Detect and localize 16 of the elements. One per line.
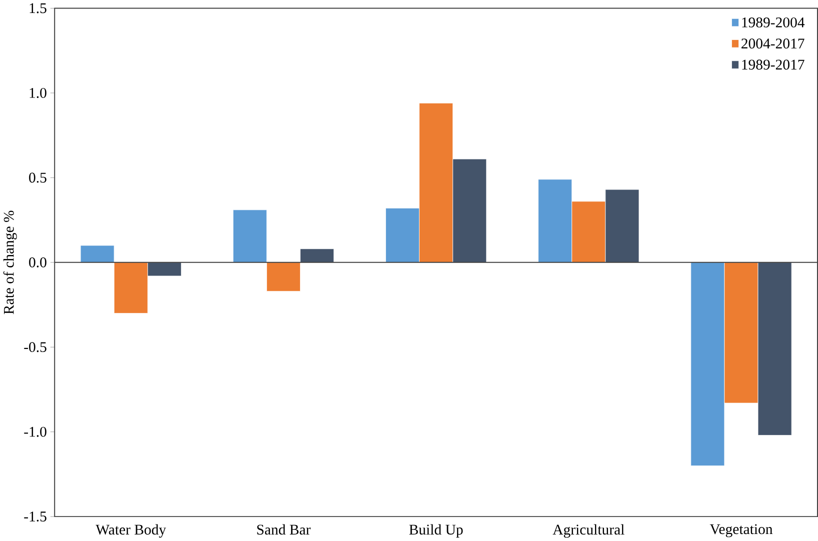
y-axis-title: Rate of change % — [3, 210, 17, 314]
x-tick-label: Water Body — [96, 524, 166, 538]
y-tick-label: 1.5 — [30, 3, 46, 14]
y-tick-label: -1.5 — [24, 512, 46, 522]
x-tick-label: Agricultural — [552, 524, 624, 538]
y-tick-label: 0.0 — [29, 257, 46, 268]
x-tick-label: Vegetation — [710, 524, 773, 538]
x-tick-label: Sand Bar — [257, 524, 311, 535]
legend-label: 2004-2017 — [742, 38, 804, 49]
y-tick-label: -1.0 — [24, 426, 46, 437]
legend-label: 1989-2004 — [742, 17, 805, 28]
y-tick-label: -0.5 — [24, 342, 46, 352]
x-tick-label: Build Up — [409, 524, 463, 538]
y-tick-label: 0.5 — [29, 172, 46, 183]
legend-label: 1989-2017 — [742, 60, 804, 70]
y-tick-label: 1.0 — [30, 88, 46, 98]
